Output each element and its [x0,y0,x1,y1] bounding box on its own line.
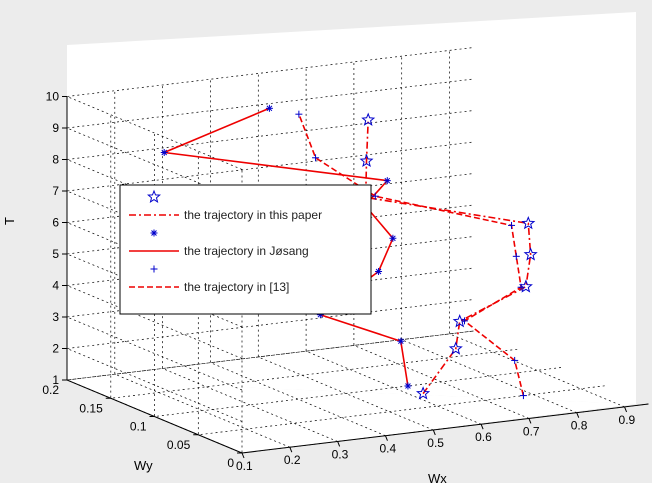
grid-line-y [197,151,605,436]
x-axis-label: Wx [428,471,447,483]
z-axis-label: T [2,217,17,225]
y-tick-label: 0.05 [167,438,191,452]
x-tick-label: 0.6 [475,430,492,444]
y-tick-label: 0.15 [79,401,103,415]
data-point-asterisk [389,234,397,242]
data-point-asterisk [375,267,383,275]
x-tick-label: 0.5 [427,436,444,450]
data-point-asterisk [397,337,405,345]
data-point-plus [519,392,527,400]
y-tick-label: 0 [227,456,234,470]
data-point-asterisk [160,148,168,156]
z-tick-label: 1 [52,373,59,387]
data-point-asterisk [404,382,412,390]
x-tick-label: 0.9 [619,413,636,427]
z-tick-label: 4 [52,279,59,293]
x-tick-label: 0.8 [571,419,588,433]
data-point-plus [511,356,519,364]
data-point-asterisk [383,177,391,185]
y-tick-label: 0.1 [130,420,147,434]
grid-line-y [154,133,562,417]
x-tick-label: 0.4 [379,442,396,456]
x-tick-label: 0.7 [523,424,540,438]
series-3 [295,110,527,400]
data-point-plus [512,252,520,260]
data-point-plus [295,110,303,118]
data-point-star [147,189,161,204]
y-tick-label: 0.2 [42,383,59,397]
x-tick-mark [241,452,245,459]
grid-line-y [110,114,518,399]
data-point-star [521,216,536,230]
grid-line-y [66,96,474,381]
legend-entry-label: the trajectory in [13] [184,280,289,294]
x-tick-mark [432,429,436,436]
x-tick-label: 0.2 [284,453,301,467]
x-tick-mark [384,435,388,441]
data-point-plus [508,221,516,229]
x-tick-mark [576,412,580,418]
data-point-asterisk [150,229,158,237]
data-point-star [361,112,376,126]
z-tick-label: 2 [52,342,59,356]
z-tick-label: 3 [52,310,59,324]
data-point-plus [371,192,379,200]
data-point-plus [150,265,158,273]
legend-entry-label: the trajectory in this paper [184,208,322,222]
z-tick-label: 9 [52,121,59,135]
series-group [160,104,538,400]
series-line [364,119,532,395]
data-point-star [523,247,538,261]
data-point-star [415,386,431,400]
y-axis-label: Wy [134,458,153,473]
x-tick-mark [289,447,293,453]
x-tick-mark [337,441,341,447]
data-point-star [359,153,374,168]
z-tick-label: 8 [52,153,59,167]
z-tick-label: 7 [52,184,59,198]
data-point-star [448,341,463,355]
x-tick-mark [480,424,484,430]
data-point-asterisk [265,104,273,112]
data-point-plus [312,154,320,162]
tick-labels: 0.1 0.2 0.3 0.4 0.5 0.6 0.7 0.8 0.9 0 0.05 0.1 0.15 0… [42,90,635,474]
x-tick-label: 0.3 [332,447,349,461]
legend: the trajectory in this paper the trajecto… [119,184,372,315]
x-axis-line [241,403,649,454]
x-tick-label: 0.1 [236,459,253,473]
x-tick-mark [624,406,628,413]
z-tick-label: 6 [52,216,59,230]
legend-box [119,184,372,315]
series-line [298,113,525,396]
x-tick-mark [528,418,532,424]
z-tick-label: 5 [52,247,59,261]
legend-entry-label: the trajectory in Jøsang [184,244,309,258]
z-tick-label: 10 [46,90,60,104]
data-point-plus [461,317,469,325]
data-point-plus [517,283,525,291]
